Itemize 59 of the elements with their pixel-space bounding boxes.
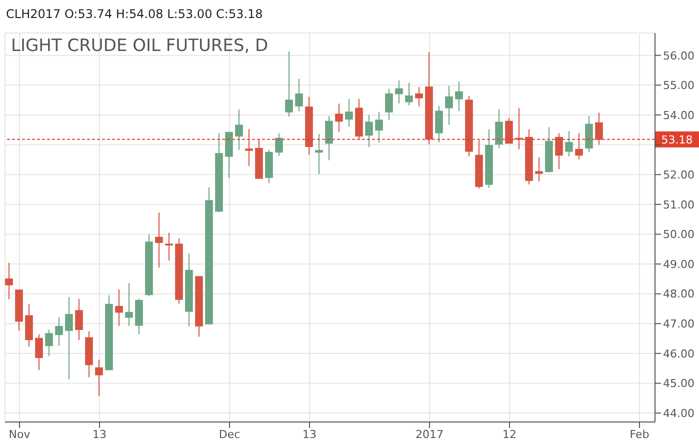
candlestick <box>155 212 163 268</box>
candlestick <box>455 81 463 112</box>
candlestick <box>335 103 343 133</box>
candlestick <box>165 232 173 261</box>
candlestick <box>565 130 573 157</box>
candlestick <box>285 50 293 117</box>
x-tick-label: 12 <box>502 428 516 441</box>
candlestick <box>535 156 543 182</box>
candlestick <box>575 132 583 160</box>
candlestick <box>115 288 123 327</box>
chart-title: LIGHT CRUDE OIL FUTURES, D <box>11 36 268 56</box>
text: CLH2017 O:53.74 H:54.08 L:53.00 C:53.18 <box>6 7 263 21</box>
candlestick <box>555 132 563 170</box>
y-tick-label: 47.00 <box>663 318 694 331</box>
y-tick-label: 51.00 <box>663 198 694 212</box>
y-tick-label: 48.00 <box>663 288 694 301</box>
y-tick-label: 44.00 <box>663 406 694 420</box>
candlestick <box>295 78 303 112</box>
candlestick <box>95 359 103 397</box>
candlestick <box>375 111 383 143</box>
y-tick-label: 49.00 <box>663 258 694 271</box>
candlestick <box>495 108 503 149</box>
candlestick <box>445 85 453 126</box>
candlestick <box>45 329 53 357</box>
y-tick-label: 46.00 <box>663 347 694 360</box>
candlestick <box>345 98 353 128</box>
y-tick-label: 52.00 <box>663 168 694 182</box>
candlestick <box>75 298 83 341</box>
candlestick <box>325 116 333 161</box>
x-tick-label: Nov <box>8 428 31 441</box>
y-tick-label: 56.00 <box>663 49 694 62</box>
candlestick <box>125 282 133 327</box>
candlestick <box>275 132 283 156</box>
candlestick <box>435 106 443 143</box>
candlestick <box>5 262 13 300</box>
candlestick <box>35 334 43 371</box>
y-tick-label: 54.00 <box>663 108 694 122</box>
x-tick-label: 13 <box>92 428 106 441</box>
candlestick <box>365 114 373 148</box>
candlestick <box>245 128 253 166</box>
candlestick <box>235 109 243 150</box>
candlestick <box>595 112 603 146</box>
x-tick-label: 2017 <box>416 428 444 441</box>
candlestick <box>395 80 403 104</box>
candlestick <box>55 316 63 346</box>
candlestick <box>415 86 423 107</box>
y-tick-label: 50.00 <box>663 228 694 242</box>
x-tick-label: 13 <box>302 428 316 441</box>
candlestick <box>315 134 323 174</box>
y-tick-label: 55.00 <box>663 79 694 92</box>
candlestick <box>585 116 593 153</box>
candlestick <box>385 88 393 121</box>
candlestick <box>65 296 73 380</box>
candlestick <box>405 82 413 106</box>
y-tick-label: 45.00 <box>663 377 694 390</box>
x-tick-label: Feb <box>630 428 650 441</box>
candlestick <box>505 117 513 144</box>
ref-line-label: 53.18 <box>661 133 693 146</box>
x-tick-label: Dec <box>218 428 240 441</box>
